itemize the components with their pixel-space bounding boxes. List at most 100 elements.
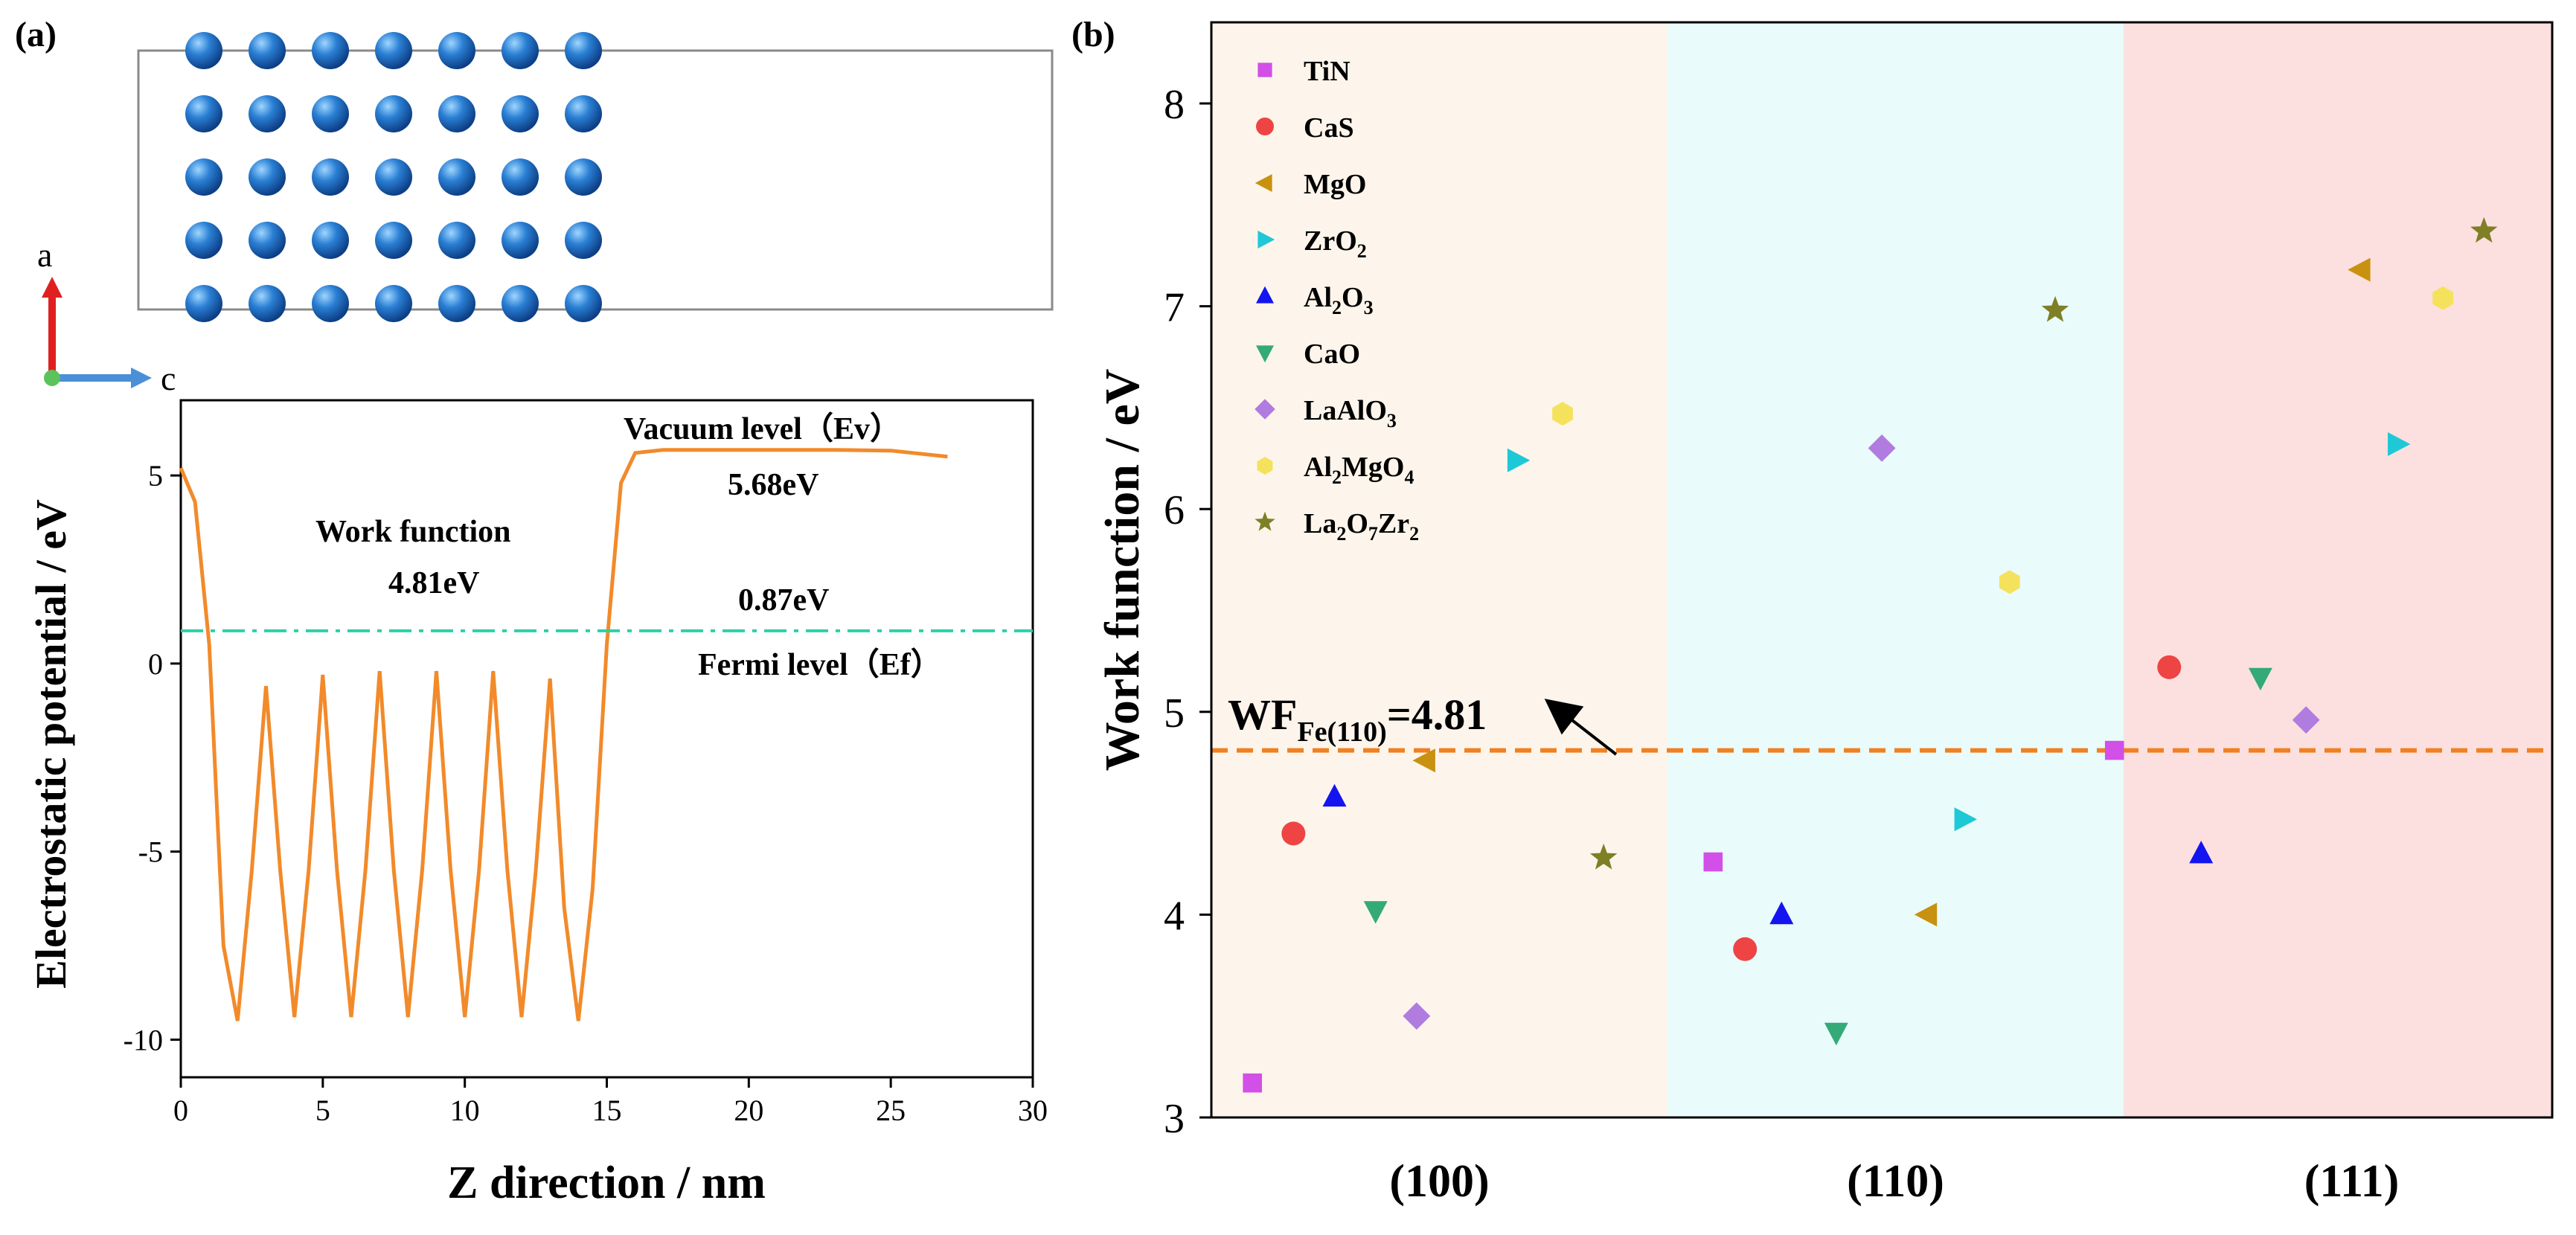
data-point-al2o3: [1769, 901, 1794, 925]
atom: [249, 285, 286, 322]
fe110-annotation: WFFe(110)=4.81: [1228, 690, 1618, 756]
data-point-laalo3: [1403, 1002, 1431, 1030]
legend-label-laalo3: LaAlO3: [1304, 395, 1397, 432]
atom: [438, 95, 475, 132]
data-point-zro2: [1954, 807, 1977, 832]
data-point-cas: [2157, 655, 2182, 679]
atom-lattice: [185, 32, 602, 322]
legend-marker-mgo: [1255, 174, 1272, 192]
atom: [565, 222, 602, 259]
fe110-annotation-text: WFFe(110)=4.81: [1228, 690, 1487, 748]
data-point-al2mgo4: [1552, 402, 1573, 426]
y-tick-label: 7: [1164, 285, 1185, 331]
data-point-zro2: [2388, 432, 2411, 456]
atom: [438, 32, 475, 69]
plot-a-y-axis-label: Electrostatic potential / eV: [27, 499, 75, 989]
atom: [249, 222, 286, 259]
atom: [185, 222, 222, 259]
data-point-mgo: [1412, 748, 1435, 773]
x-tick-label: 5: [315, 1094, 330, 1127]
panel-b-label: (b): [1071, 15, 1115, 54]
region-110-background: [1667, 22, 2124, 1117]
legend-marker-tin: [1257, 62, 1272, 77]
axis-origin: [44, 370, 60, 386]
x-tick-label: 30: [1018, 1094, 1048, 1127]
atom: [502, 95, 539, 132]
category-label: (110): [1847, 1156, 1944, 1207]
fe110-annotation-arrow: [1544, 699, 1618, 756]
atom: [375, 222, 412, 259]
atom: [185, 32, 222, 69]
fe110-annotation-subscript: Fe(110): [1297, 716, 1386, 748]
legend-marker-al2mgo4: [1257, 457, 1273, 475]
legend-marker-zro2: [1257, 231, 1275, 248]
potential-curve: [179, 448, 948, 1021]
atom: [312, 95, 349, 132]
data-point-la2o7zr2: [1589, 843, 1618, 870]
plot-b-ticks: 3 4 5 6 7 8 (100) (110) (111): [1164, 82, 2399, 1207]
plot-a-x-axis-label: Z direction / nm: [447, 1158, 766, 1208]
y-tick-label: -10: [124, 1023, 163, 1056]
axis-a-arrowhead: [42, 277, 63, 298]
plot-b-y-axis-label: Work function / eV: [1095, 369, 1150, 772]
vacuum-level-value: 5.68eV: [728, 468, 818, 502]
legend-label-la2o7zr2: La2O7Zr2: [1304, 508, 1419, 545]
atom: [565, 32, 602, 69]
plot-a-frame: [179, 399, 1034, 1079]
y-tick-label: 6: [1164, 487, 1185, 533]
data-point-cao: [1363, 901, 1388, 924]
y-tick-label: 8: [1164, 82, 1185, 128]
work-function-value: 4.81eV: [388, 566, 479, 600]
data-point-cas: [1281, 821, 1306, 846]
legend: TiN CaS MgO ZrO2 Al2O3 CaO LaAlO3 Al2MgO4 La2O7Z…: [1255, 56, 1419, 545]
data-point-laalo3: [2292, 706, 2320, 734]
legend-label-cao: CaO: [1304, 339, 1360, 370]
atom: [185, 95, 222, 132]
atom: [185, 285, 222, 322]
work-function-label: Work function: [315, 515, 511, 549]
data-point-la2o7zr2: [2470, 216, 2498, 243]
legend-marker-laalo3: [1255, 399, 1275, 420]
data-point-zro2: [1507, 448, 1531, 472]
atom: [312, 285, 349, 322]
atom: [185, 158, 222, 196]
data-point-tin: [2104, 740, 2124, 760]
category-label: (100): [1389, 1156, 1489, 1207]
axis-c-label: c: [161, 359, 176, 397]
potential-plot: 0 5 10 15 20 25 30 -10 -5 0 5 Vacuum level（Ev） 5.6…: [27, 399, 1048, 1208]
atom: [565, 158, 602, 196]
region-100-background: [1211, 22, 1667, 1117]
legend-label-tin: TiN: [1304, 56, 1351, 87]
atom: [312, 158, 349, 196]
atom: [375, 95, 412, 132]
atom: [565, 95, 602, 132]
data-point-al2o3: [2189, 841, 2214, 864]
axis-c-arrowhead: [131, 368, 152, 388]
legend-label-al2o3: Al2O3: [1304, 282, 1374, 318]
data-point-cas: [1733, 937, 1758, 961]
fermi-offset-value: 0.87eV: [738, 583, 829, 618]
data-point-mgo: [1914, 902, 1938, 927]
crystal-axes-indicator: a c: [37, 236, 176, 397]
fe110-annotation-prefix: WF: [1228, 690, 1297, 739]
legend-marker-cao: [1256, 345, 1274, 363]
data-point-al2mgo4: [1999, 570, 2020, 594]
atom: [502, 222, 539, 259]
vacuum-level-label: Vacuum level（Ev）: [624, 411, 901, 446]
legend-marker-cas: [1256, 118, 1274, 135]
x-tick-label: 15: [592, 1094, 622, 1127]
atom: [249, 32, 286, 69]
atom: [249, 95, 286, 132]
data-point-tin: [1243, 1073, 1262, 1093]
atom: [312, 32, 349, 69]
plot-b-frame: [1210, 21, 2554, 1119]
y-tick-label: 3: [1164, 1096, 1185, 1142]
y-tick-label: 5: [1164, 690, 1185, 737]
plot-a-ticks: 0 5 10 15 20 25 30 -10 -5 0 5: [124, 459, 1048, 1127]
y-tick-label: 5: [148, 459, 163, 493]
data-point-la2o7zr2: [2041, 295, 2069, 322]
legend-marker-al2o3: [1256, 286, 1274, 304]
legend-label-mgo: MgO: [1304, 169, 1366, 200]
atom: [249, 158, 286, 196]
